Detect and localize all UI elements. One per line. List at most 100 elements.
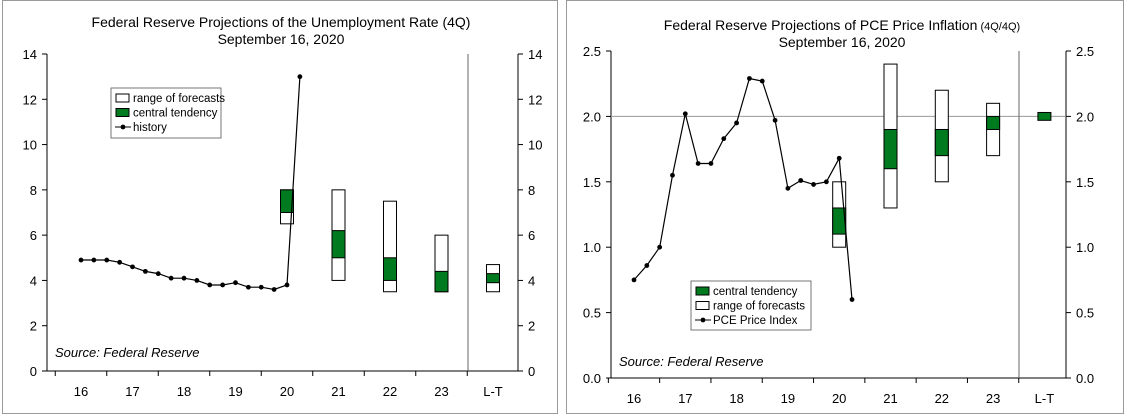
history-point	[682, 111, 688, 117]
y-tick-label-right: 0.0	[1076, 371, 1094, 386]
history-point	[772, 117, 778, 123]
legend-swatch-history-marker	[700, 317, 706, 323]
x-tick-label-L-T: L-T	[1035, 391, 1055, 406]
x-tick-label-16: 16	[627, 391, 641, 406]
x-tick-label-20: 20	[280, 384, 294, 399]
y-tick-label-left: 1.5	[583, 175, 601, 190]
y-tick-label-right: 0.5	[1076, 306, 1094, 321]
legend-swatch-history-marker	[120, 124, 126, 130]
central-tendency-bar-22	[383, 257, 397, 281]
history-point	[142, 268, 148, 274]
x-tick-label-23: 23	[434, 384, 448, 399]
x-tick-label-20: 20	[832, 391, 846, 406]
history-point	[284, 282, 290, 288]
y-tick-label-left: 1.0	[583, 240, 601, 255]
chart-title: Federal Reserve Projections of PCE Price…	[664, 17, 1020, 33]
x-tick-label-21: 21	[331, 384, 345, 399]
y-tick-label-right: 2.5	[1076, 44, 1094, 59]
y-tick-label-right: 6	[528, 228, 535, 243]
history-point	[155, 271, 161, 277]
y-tick-label-right: 0	[528, 364, 535, 379]
y-tick-label-right: 10	[528, 138, 542, 153]
history-point	[708, 161, 714, 166]
y-tick-label-left: 4	[30, 273, 37, 288]
x-tick-label-16: 16	[74, 384, 88, 399]
y-tick-label-right: 8	[528, 183, 535, 198]
history-point	[91, 257, 97, 263]
y-tick-label-right: 14	[528, 47, 542, 62]
history-point	[194, 278, 200, 283]
x-tick-label-17: 17	[125, 384, 139, 399]
central-tendency-bar-22	[934, 128, 949, 157]
y-tick-label-left: 10	[23, 138, 37, 153]
legend-swatch-central-tendency	[695, 286, 710, 296]
y-tick-label-left: 2.5	[583, 44, 601, 59]
x-tick-label-22: 22	[935, 391, 949, 406]
y-tick-label-left: 0.0	[583, 371, 601, 386]
chart-subtitle: September 16, 2020	[218, 31, 345, 47]
source-note: Source: Federal Reserve	[619, 354, 764, 369]
x-tick-label-21: 21	[883, 391, 897, 406]
y-tick-label-left: 2.0	[583, 109, 601, 124]
x-tick-label-17: 17	[678, 391, 692, 406]
y-tick-label-right: 2	[528, 319, 535, 334]
y-tick-label-left: 14	[23, 47, 37, 62]
unemployment-chart-panel: Federal Reserve Projections of the Unemp…	[2, 0, 558, 414]
legend-label-history: history	[133, 122, 167, 134]
history-point	[823, 179, 829, 185]
history-point	[631, 277, 637, 283]
x-tick-label-19: 19	[781, 391, 795, 406]
history-point	[785, 185, 791, 191]
unemployment-chart: Federal Reserve Projections of the Unemp…	[23, 14, 543, 399]
y-tick-label-left: 0.5	[583, 306, 601, 321]
chart-title-text: Federal Reserve Projections of the Unemp…	[92, 14, 471, 30]
source-note: Source: Federal Reserve	[55, 345, 200, 360]
chart-title: Federal Reserve Projections of the Unemp…	[92, 14, 471, 30]
y-tick-label-left: 8	[30, 183, 37, 198]
central-tendency-bar-23	[986, 115, 1001, 130]
history-point	[117, 259, 123, 265]
y-tick-label-right: 1.5	[1076, 175, 1094, 190]
history-point	[181, 275, 187, 281]
y-tick-label-left: 0	[30, 364, 37, 379]
history-point	[695, 161, 701, 166]
history-point	[759, 78, 765, 84]
chart-title-suffix: (4Q/4Q)	[977, 21, 1020, 33]
central-tendency-bar-L-T	[486, 273, 500, 284]
legend-swatch-range	[695, 301, 710, 310]
central-tendency-bar-L-T	[1037, 111, 1052, 121]
y-tick-label-right: 1.0	[1076, 240, 1094, 255]
history-point	[734, 120, 739, 126]
y-tick-label-left: 12	[23, 92, 37, 107]
history-point	[245, 284, 251, 290]
history-point	[271, 287, 277, 292]
y-tick-label-right: 4	[528, 273, 535, 288]
chart-subtitle: September 16, 2020	[779, 34, 906, 50]
history-point	[168, 275, 174, 281]
y-tick-label-right: 2.0	[1076, 109, 1094, 124]
history-point	[644, 263, 650, 268]
history-point	[104, 257, 110, 263]
central-tendency-bar-20	[280, 189, 294, 214]
history-point	[657, 244, 663, 250]
legend-label-central: central tendency	[713, 286, 798, 298]
y-tick-label-left: 6	[30, 228, 37, 243]
history-point	[747, 76, 752, 81]
legend-label-history: PCE Price Index	[713, 315, 798, 327]
history-point	[258, 284, 264, 290]
history-point	[670, 172, 675, 178]
history-point	[811, 182, 816, 187]
x-tick-label-19: 19	[228, 384, 242, 399]
legend-swatch-central-tendency	[115, 108, 130, 117]
central-tendency-bar-21	[883, 128, 898, 170]
central-tendency-bar-23	[434, 270, 449, 293]
legend-box	[690, 280, 812, 331]
legend-swatch-range	[115, 93, 130, 103]
pce-inflation-chart: Federal Reserve Projections of PCE Price…	[583, 17, 1094, 406]
pce-inflation-chart-panel: Federal Reserve Projections of PCE Price…	[566, 0, 1124, 414]
central-tendency-bar-21	[331, 230, 346, 259]
history-line	[633, 77, 853, 300]
legend-label-range: range of forecasts	[713, 301, 805, 313]
chart-title-text: Federal Reserve Projections of PCE Price…	[664, 17, 978, 33]
history-point	[836, 155, 842, 161]
